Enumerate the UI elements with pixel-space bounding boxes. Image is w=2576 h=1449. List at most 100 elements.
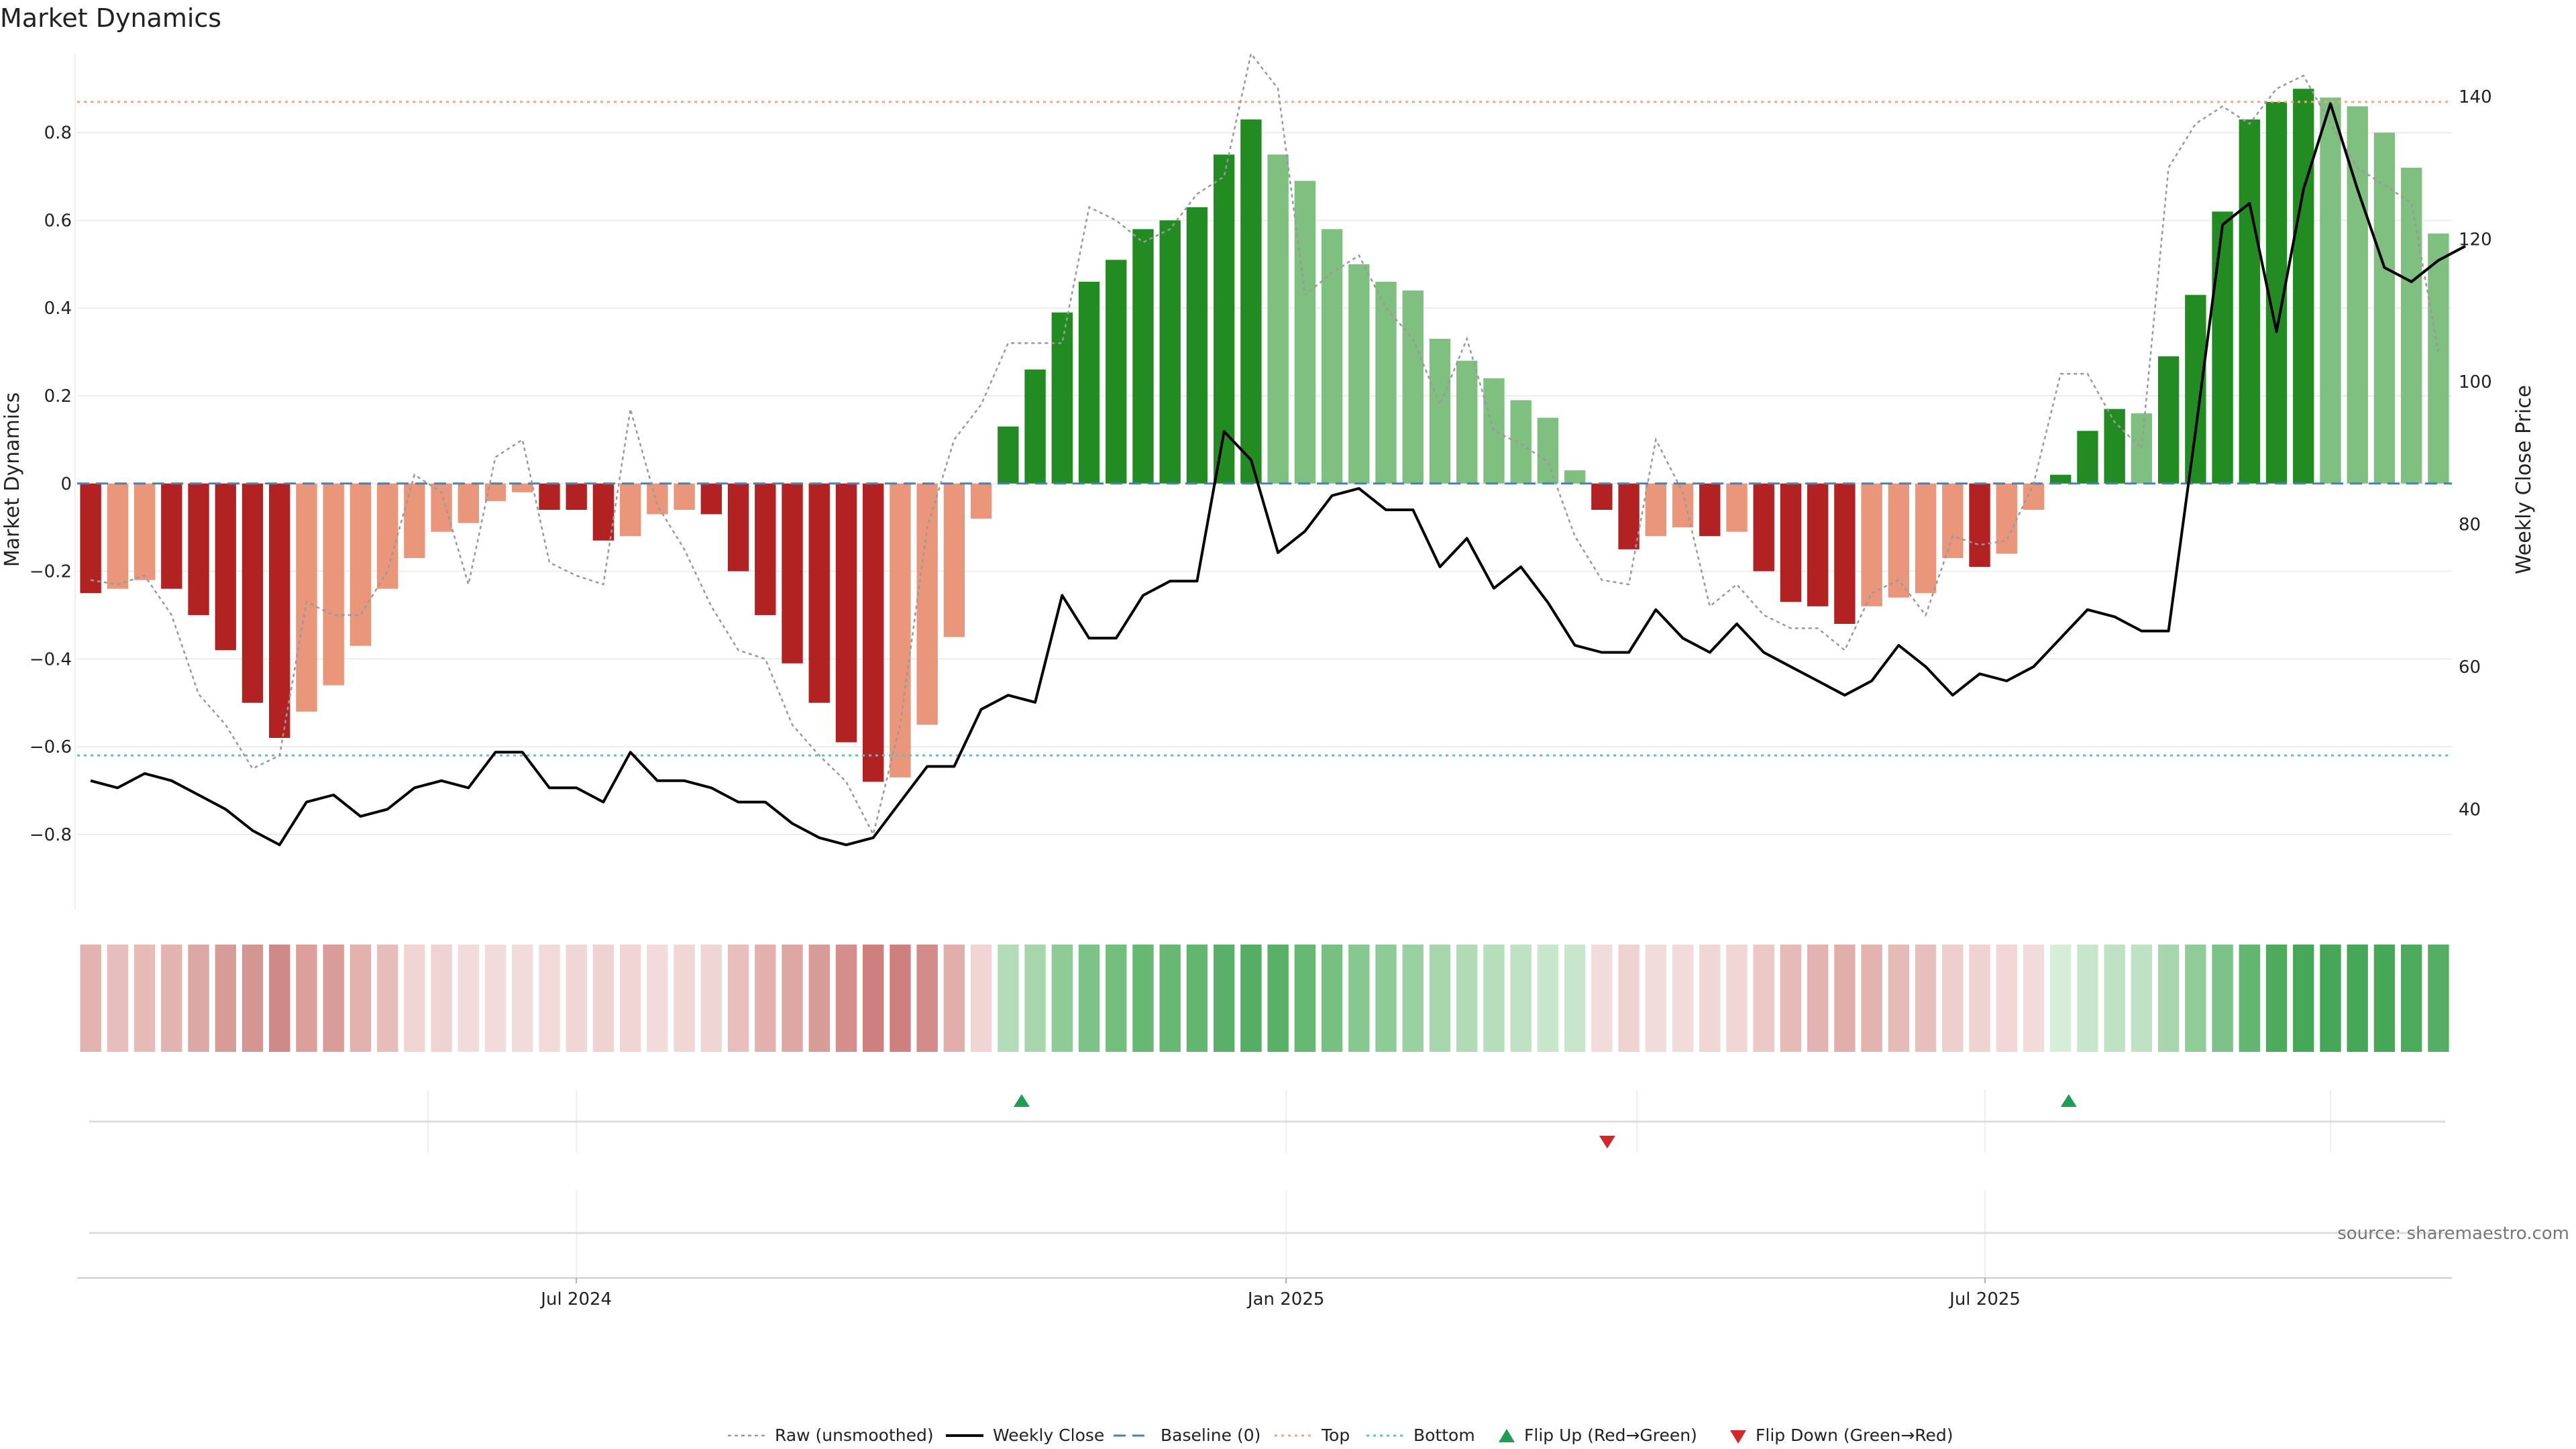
- strength-cell: [215, 945, 236, 1052]
- y-left-tick-label: −0.6: [30, 737, 72, 757]
- strength-cell: [970, 945, 992, 1052]
- y-left-tick-label: 0.2: [44, 386, 72, 407]
- strength-cell: [1753, 945, 1774, 1052]
- strength-cell: [1051, 945, 1073, 1052]
- dynamics-bar: [943, 483, 965, 637]
- strength-cell: [2320, 945, 2341, 1052]
- dynamics-bar: [2212, 211, 2233, 484]
- y-left-tick-label: −0.8: [30, 825, 72, 845]
- dynamics-bar: [241, 483, 264, 703]
- dynamics-bar: [1132, 229, 1154, 484]
- strength-cell: [2347, 945, 2368, 1052]
- strength-cell: [1159, 945, 1181, 1052]
- strength-cell: [1240, 945, 1262, 1052]
- dynamics-bar: [2400, 168, 2422, 484]
- strength-cell: [1537, 945, 1559, 1052]
- strength-cell: [647, 945, 668, 1052]
- strength-cell: [1429, 945, 1451, 1052]
- dynamics-bar: [566, 483, 587, 510]
- strength-cell: [1942, 945, 1964, 1052]
- dynamics-bar: [1106, 260, 1127, 484]
- strength-cell: [592, 945, 614, 1052]
- legend-item: Baseline (0): [1114, 1426, 1260, 1445]
- strength-cell: [161, 945, 182, 1052]
- strength-cell: [1348, 945, 1370, 1052]
- dynamics-bar: [1672, 483, 1694, 528]
- strength-cell: [1132, 945, 1154, 1052]
- dynamics-bar: [808, 483, 830, 703]
- strength-cell: [404, 945, 425, 1052]
- strength-cell: [133, 945, 156, 1052]
- dynamics-bar: [2023, 483, 2045, 510]
- dynamics-bar: [1996, 483, 2017, 554]
- strength-cell: [1969, 945, 1990, 1052]
- dynamics-bar: [1942, 483, 1964, 558]
- dynamics-bar: [727, 483, 749, 572]
- x-tick-label: Jan 2025: [1246, 1289, 1325, 1309]
- dynamics-bar: [916, 483, 938, 725]
- dynamics-bar: [1051, 312, 1073, 484]
- strength-cell: [107, 945, 129, 1052]
- dynamics-bar: [323, 483, 344, 686]
- strength-cell: [2104, 945, 2125, 1052]
- strength-cell: [1915, 945, 1937, 1052]
- strength-cell: [1672, 945, 1694, 1052]
- source-credit: source: sharemaestro.com: [2337, 1224, 2569, 1244]
- chart-title: Market Dynamics: [0, 3, 221, 33]
- dynamics-bar: [1240, 119, 1262, 484]
- flip-up-marker: [2060, 1094, 2077, 1107]
- strength-cell: [431, 945, 452, 1052]
- strength-cell: [323, 945, 344, 1052]
- strength-cell: [2131, 945, 2153, 1052]
- strength-cell: [2373, 945, 2396, 1052]
- strength-cell: [1591, 945, 1613, 1052]
- strength-cell: [727, 945, 749, 1052]
- dynamics-bar: [835, 483, 857, 743]
- dynamics-bar: [2077, 431, 2098, 484]
- strength-cell: [1807, 945, 1829, 1052]
- strength-cell: [2185, 945, 2206, 1052]
- dynamics-bar: [1861, 483, 1882, 606]
- dynamics-bar: [458, 483, 479, 523]
- dynamics-bar: [80, 483, 101, 594]
- strength-cell: [700, 945, 722, 1052]
- strength-heat-strip: [80, 945, 2449, 1052]
- strength-cell: [2293, 945, 2314, 1052]
- strength-cell: [1726, 945, 1748, 1052]
- dynamics-bar: [296, 483, 317, 712]
- dynamics-bar: [512, 483, 533, 492]
- y-left-tick-label: −0.2: [30, 562, 72, 582]
- flip-down-marker: [1599, 1136, 1615, 1148]
- strength-cell: [1402, 945, 1424, 1052]
- dynamics-bar: [1753, 483, 1774, 572]
- strength-cell: [376, 945, 398, 1052]
- dynamics-bar: [674, 483, 695, 510]
- flip-up-marker: [1013, 1094, 1030, 1107]
- y-left-tick-label: 0: [60, 474, 72, 494]
- dynamics-bar: [376, 483, 398, 589]
- dynamics-bar: [269, 483, 290, 738]
- strength-cell: [835, 945, 857, 1052]
- strength-cell: [1780, 945, 1802, 1052]
- strength-cell: [1483, 945, 1505, 1052]
- strength-cell: [863, 945, 884, 1052]
- strength-cell: [80, 945, 101, 1052]
- dynamics-bar: [1699, 483, 1721, 537]
- strength-cell: [350, 945, 372, 1052]
- dynamics-bar: [107, 483, 129, 589]
- dynamics-bar: [1726, 483, 1748, 532]
- legend-item: Flip Down (Green→Red): [1730, 1426, 1953, 1445]
- legend-item: Top: [1275, 1426, 1350, 1445]
- strength-cell: [1564, 945, 1586, 1052]
- strength-cell: [1213, 945, 1235, 1052]
- strength-cell: [241, 945, 264, 1052]
- dynamics-bar: [1024, 369, 1046, 484]
- y-right-tick-label: 80: [2459, 515, 2481, 535]
- dynamics-bar: [2320, 97, 2341, 484]
- dynamics-bar: [161, 483, 182, 589]
- strength-cell: [2212, 945, 2233, 1052]
- weekly-close-line: [90, 102, 2467, 847]
- dynamics-bar: [782, 483, 803, 663]
- dynamics-bar: [998, 426, 1019, 484]
- triangle-down-icon: [1730, 1430, 1746, 1444]
